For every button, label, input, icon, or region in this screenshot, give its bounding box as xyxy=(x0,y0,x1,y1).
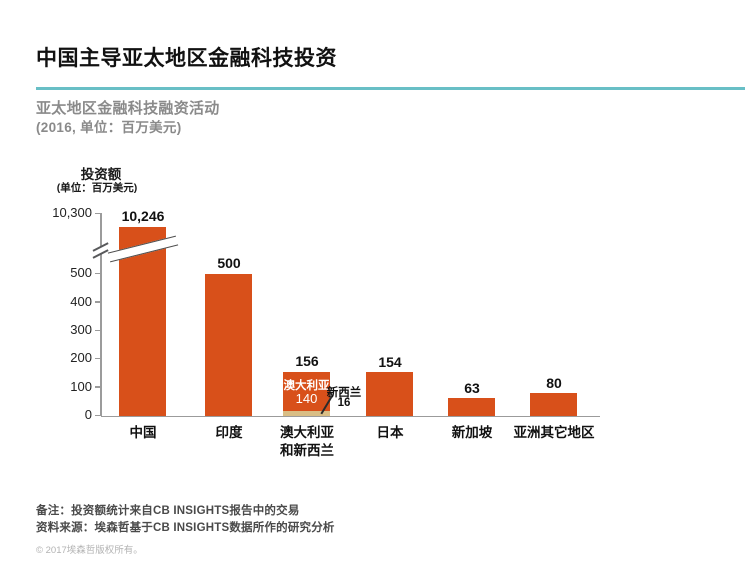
tick-mark xyxy=(95,386,102,388)
tick-label-200: 200 xyxy=(70,350,92,365)
y-axis-line-upper xyxy=(100,213,102,247)
bar-segment-australia xyxy=(283,371,330,411)
tick-label-0: 0 xyxy=(84,407,92,422)
x-label-singapore: 新加坡 xyxy=(451,425,493,440)
segment-value-new-zealand: 16 xyxy=(337,397,351,409)
tick-label-10300: 10,300 xyxy=(52,205,92,220)
bar-value-japan: 154 xyxy=(378,354,402,370)
x-label-india: 印度 xyxy=(215,425,243,440)
segment-label-australia: 澳大利亚 xyxy=(283,380,330,392)
bar-value-australia-nz: 156 xyxy=(295,353,319,369)
x-label-australia-nz-line2: 和新西兰 xyxy=(280,443,334,458)
bar-rest-of-asia xyxy=(530,393,577,416)
footer-copyright: © 2017埃森哲版权所有。 xyxy=(36,545,143,556)
footer-note: 备注：投资额统计来自CB INSIGHTS报告中的交易 xyxy=(36,505,300,517)
tick-mark xyxy=(95,357,102,359)
bar-india xyxy=(205,273,252,416)
tick-mark xyxy=(95,301,102,303)
y-axis-unit: (单位：百万美元) xyxy=(56,182,138,194)
y-axis-line-lower xyxy=(100,253,102,416)
segment-value-australia: 140 xyxy=(295,391,318,406)
title-rule-divider xyxy=(36,87,745,90)
tick-mark xyxy=(95,272,102,274)
bar-singapore xyxy=(448,398,495,416)
x-label-china: 中国 xyxy=(129,425,157,440)
x-axis-line xyxy=(101,415,600,417)
bar-value-china: 10,246 xyxy=(121,208,165,224)
chart-subtitle: (2016, 单位：百万美元) xyxy=(36,120,182,135)
tick-mark xyxy=(95,212,102,214)
bar-japan xyxy=(366,372,413,416)
bar-value-singapore: 63 xyxy=(464,380,480,396)
chart-title: 亚太地区金融科技融资活动 xyxy=(36,100,220,117)
tick-label-100: 100 xyxy=(70,378,92,394)
tick-label-300: 300 xyxy=(70,322,92,337)
bar-segment-new-zealand xyxy=(283,410,330,416)
bar-value-rest-of-asia: 80 xyxy=(546,375,562,391)
tick-label-500: 500 xyxy=(70,265,92,280)
footer-source: 资料来源：埃森哲基于CB INSIGHTS数据所作的研究分析 xyxy=(36,522,335,534)
y-axis-title: 投资额 xyxy=(80,167,122,182)
x-label-japan: 日本 xyxy=(376,425,404,440)
bar-value-india: 500 xyxy=(217,255,241,271)
tick-mark xyxy=(95,414,102,416)
segment-label-new-zealand: 新西兰 xyxy=(326,387,362,399)
bar-china xyxy=(119,227,166,416)
tick-label-400: 400 xyxy=(70,293,92,309)
tick-mark xyxy=(95,329,102,331)
x-label-australia-nz-line1: 澳大利亚 xyxy=(280,425,334,440)
x-label-rest-of-asia: 亚洲其它地区 xyxy=(513,425,595,440)
page-title: 中国主导亚太地区金融科技投资 xyxy=(36,47,337,70)
